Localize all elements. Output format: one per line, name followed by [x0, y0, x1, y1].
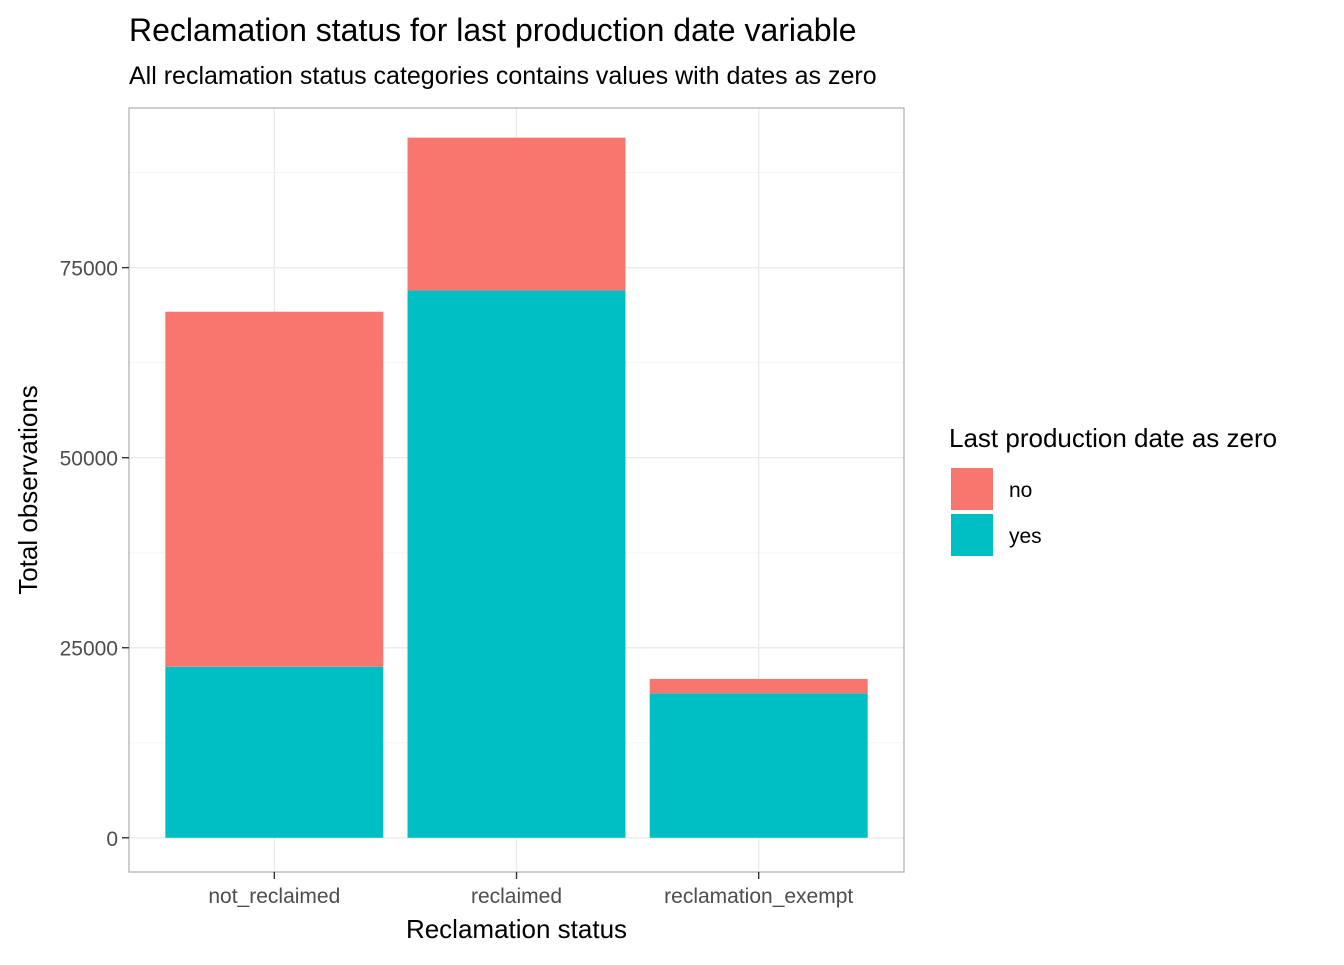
bar-not_reclaimed-no: [165, 311, 384, 667]
y-tick-label: 25000: [60, 638, 118, 661]
y-tick-label: 50000: [60, 448, 118, 471]
bar-reclamation_exempt-yes: [649, 693, 868, 838]
x-tick-label: reclaimed: [471, 885, 562, 908]
x-tick-label: not_reclaimed: [208, 885, 340, 908]
y-tick-label: 0: [106, 828, 118, 851]
chart-subtitle: All reclamation status categories contai…: [129, 62, 877, 90]
legend-swatch-yes: [951, 514, 993, 556]
x-axis-title: Reclamation status: [406, 914, 627, 944]
bar-not_reclaimed-yes: [165, 666, 384, 838]
legend-swatch-no: [951, 468, 993, 510]
bar-reclaimed-no: [407, 137, 626, 291]
legend: Last production date as zero no yes: [949, 423, 1277, 556]
chart-title: Reclamation status for last production d…: [129, 12, 857, 48]
y-axis-title: Total observations: [13, 385, 43, 595]
legend-label-yes: yes: [1009, 525, 1042, 548]
legend-title: Last production date as zero: [949, 423, 1277, 453]
bar-reclamation_exempt-no: [649, 678, 868, 694]
legend-label-no: no: [1009, 479, 1032, 502]
bars: [165, 137, 868, 838]
legend-entries: no yes: [951, 468, 1042, 556]
x-tick-label: reclamation_exempt: [664, 885, 853, 908]
axes: 0 25000 50000 75000 not_reclaimed reclaimed re…: [60, 258, 854, 908]
bar-reclaimed-yes: [407, 290, 626, 838]
y-tick-label: 75000: [60, 258, 118, 281]
